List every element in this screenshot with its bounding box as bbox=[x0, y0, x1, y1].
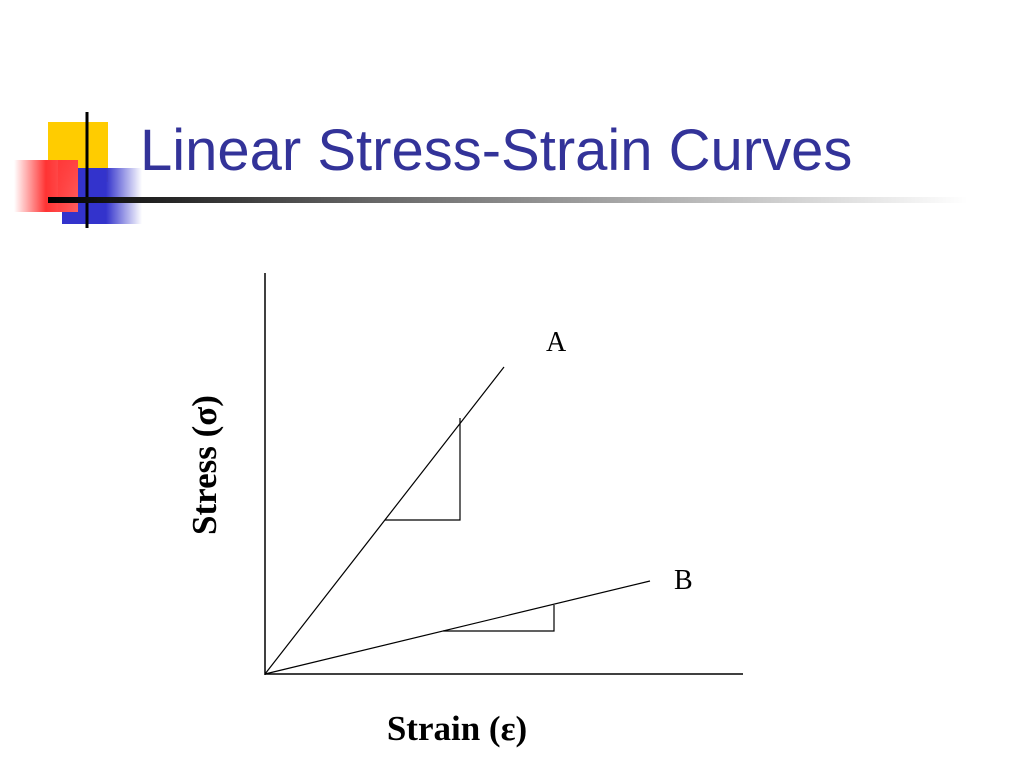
x-axis-label: Strain (ε) bbox=[386, 709, 528, 748]
line-a bbox=[264, 366, 505, 675]
line-b bbox=[264, 580, 651, 675]
slide-title: Linear Stress-Strain Curves bbox=[140, 118, 853, 183]
y-axis-label-wrap: Stress (σ) bbox=[185, 395, 225, 535]
y-axis-label: Stress (σ) bbox=[185, 395, 224, 535]
line-a-label: A bbox=[546, 327, 567, 358]
title-underline bbox=[48, 197, 968, 203]
x-axis-label-wrap: Strain (ε) bbox=[387, 709, 527, 749]
line-a-slope-triangle bbox=[385, 418, 461, 521]
line-b-label: B bbox=[674, 565, 693, 596]
line-b-slope-triangle bbox=[443, 605, 555, 632]
